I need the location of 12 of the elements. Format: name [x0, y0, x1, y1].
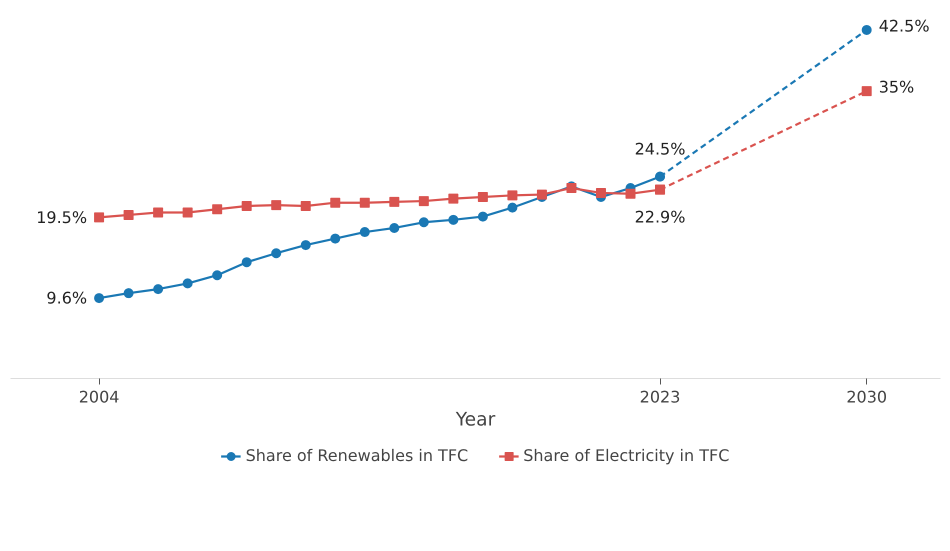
legend-label: Share of Renewables in TFC [246, 446, 468, 465]
x-tick-label: 2030 [846, 388, 888, 406]
legend-label: Share of Electricity in TFC [523, 446, 730, 465]
x-tick-label: 2023 [640, 388, 680, 406]
x-axis-title: Year [454, 410, 496, 430]
data-label: 9.6% [46, 288, 88, 308]
data-label: 24.5% [634, 140, 686, 159]
data-label: 42.5% [878, 16, 930, 36]
data-label: 22.9% [634, 208, 686, 227]
x-tick-label: 2004 [78, 388, 120, 406]
data-label: 35% [878, 78, 914, 97]
data-label: 19.5% [36, 208, 88, 227]
